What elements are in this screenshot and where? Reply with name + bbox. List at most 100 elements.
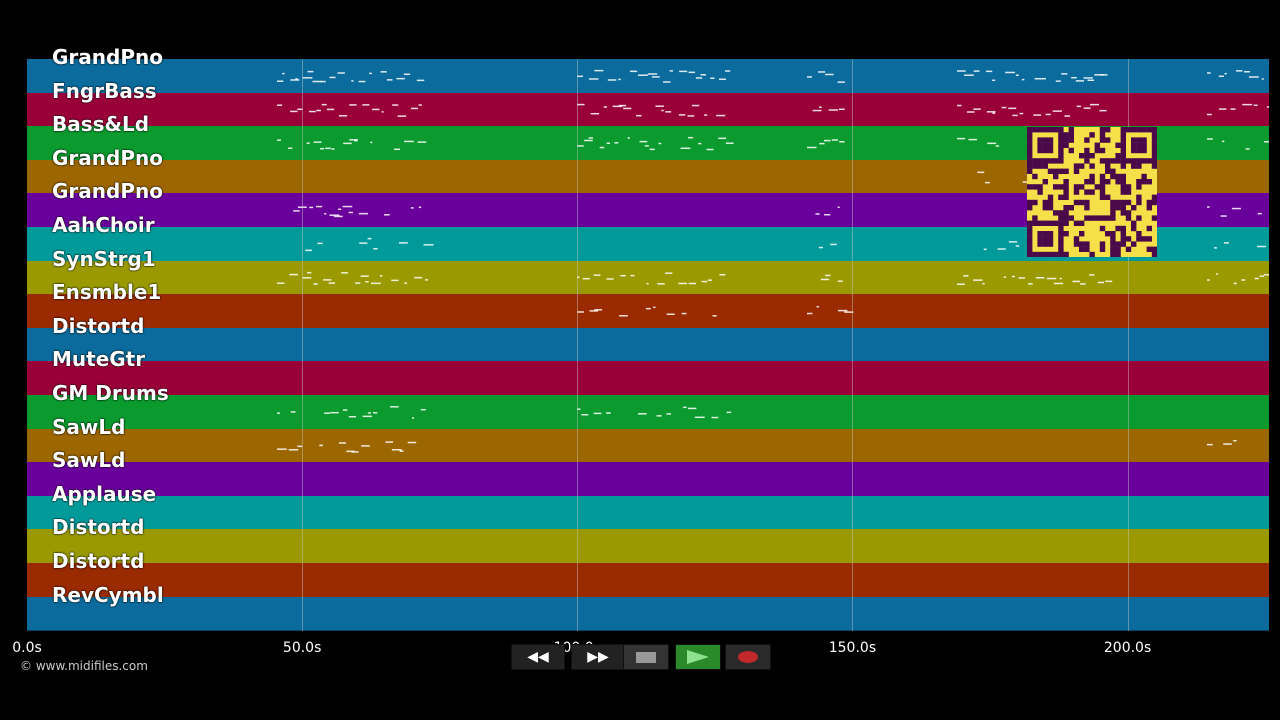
track-lane[interactable] [27, 294, 1269, 329]
note-mark [678, 113, 686, 116]
note-mark [997, 248, 1006, 250]
time-tick-label: 0.0s [12, 640, 42, 656]
track-name-label: MuteGtr [52, 347, 146, 372]
note-mark [372, 412, 378, 414]
note-mark [1042, 77, 1046, 80]
note-mark [390, 406, 399, 408]
note-mark [330, 411, 339, 414]
track-lane[interactable] [27, 327, 1269, 363]
note-mark [606, 412, 611, 414]
note-mark [348, 212, 353, 214]
gridline [302, 59, 304, 631]
track-lane[interactable] [27, 462, 1269, 497]
record-icon [738, 651, 758, 663]
note-mark [577, 408, 581, 410]
note-mark [349, 139, 358, 141]
track-name-label: SawLd [52, 414, 126, 439]
track-lane[interactable] [27, 395, 1269, 430]
note-mark [1089, 273, 1095, 276]
note-mark [1087, 79, 1095, 82]
note-mark [290, 110, 298, 112]
note-mark [404, 281, 408, 284]
note-mark [637, 413, 647, 415]
note-mark [391, 279, 399, 281]
note-mark [957, 104, 962, 106]
note-mark [816, 306, 820, 308]
note-mark [362, 415, 372, 418]
note-mark [701, 280, 708, 282]
note-mark [1097, 281, 1105, 283]
note-mark [1261, 78, 1264, 80]
qr-code [1027, 127, 1158, 258]
note-mark [594, 69, 604, 72]
note-mark [1028, 282, 1033, 285]
note-mark [277, 80, 284, 82]
note-mark [1257, 245, 1267, 248]
note-mark [397, 114, 407, 117]
note-mark [410, 207, 414, 210]
track-lane[interactable] [27, 92, 1269, 128]
note-mark [968, 139, 978, 141]
note-mark [972, 278, 983, 281]
track-notes [27, 529, 1269, 563]
track-lane[interactable] [27, 59, 1269, 94]
note-mark [1259, 275, 1264, 277]
track-notes [277, 406, 732, 419]
note-mark [1207, 138, 1213, 140]
note-mark [414, 276, 423, 279]
note-mark [577, 145, 584, 147]
track-lane[interactable] [27, 495, 1269, 531]
note-mark [957, 283, 965, 285]
note-mark [807, 76, 812, 78]
note-mark [1055, 80, 1061, 82]
note-mark [1008, 107, 1017, 109]
note-mark [1223, 242, 1230, 244]
note-mark [324, 412, 330, 414]
note-mark [416, 79, 425, 82]
note-mark [1001, 106, 1007, 108]
note-mark [964, 74, 974, 76]
note-mark [1224, 72, 1227, 75]
stop-button[interactable] [623, 644, 669, 670]
note-mark [657, 282, 665, 285]
note-mark [381, 110, 384, 113]
track-notes [27, 361, 1269, 395]
note-mark [354, 140, 358, 142]
track-lane[interactable] [27, 563, 1269, 598]
note-mark [290, 79, 300, 81]
note-mark [277, 139, 281, 142]
note-mark [725, 142, 734, 145]
note-mark [985, 181, 990, 184]
note-mark [627, 137, 630, 139]
note-mark [588, 78, 599, 80]
track-name-label: Ensmble1 [52, 280, 162, 305]
note-mark [331, 148, 335, 150]
fast-forward-button[interactable]: ▶▶ [571, 644, 625, 670]
rewind-button[interactable]: ◀◀ [511, 644, 565, 670]
note-mark [385, 440, 394, 443]
note-mark [992, 112, 996, 114]
record-button[interactable] [725, 644, 771, 670]
note-mark [328, 281, 336, 284]
track-name-label: FngrBass [52, 78, 157, 103]
note-mark [1218, 107, 1227, 110]
note-mark [1245, 148, 1250, 150]
track-lane[interactable] [27, 260, 1269, 296]
track-lane[interactable] [27, 361, 1269, 396]
track-lane[interactable] [27, 529, 1269, 564]
note-mark [1266, 105, 1269, 108]
track-lane[interactable] [27, 428, 1269, 464]
note-mark [973, 70, 980, 72]
note-mark [312, 80, 322, 83]
time-tick-label: 150.0s [828, 640, 877, 656]
track-lane[interactable] [27, 596, 1269, 632]
note-mark [1018, 276, 1026, 279]
note-mark [277, 104, 283, 106]
play-button[interactable] [675, 644, 721, 670]
track-notes [277, 103, 1269, 117]
note-mark [1216, 272, 1219, 275]
note-mark [623, 107, 632, 109]
note-mark [688, 282, 696, 284]
note-mark [823, 140, 831, 142]
track-name-label: RevCymbl [52, 582, 164, 607]
